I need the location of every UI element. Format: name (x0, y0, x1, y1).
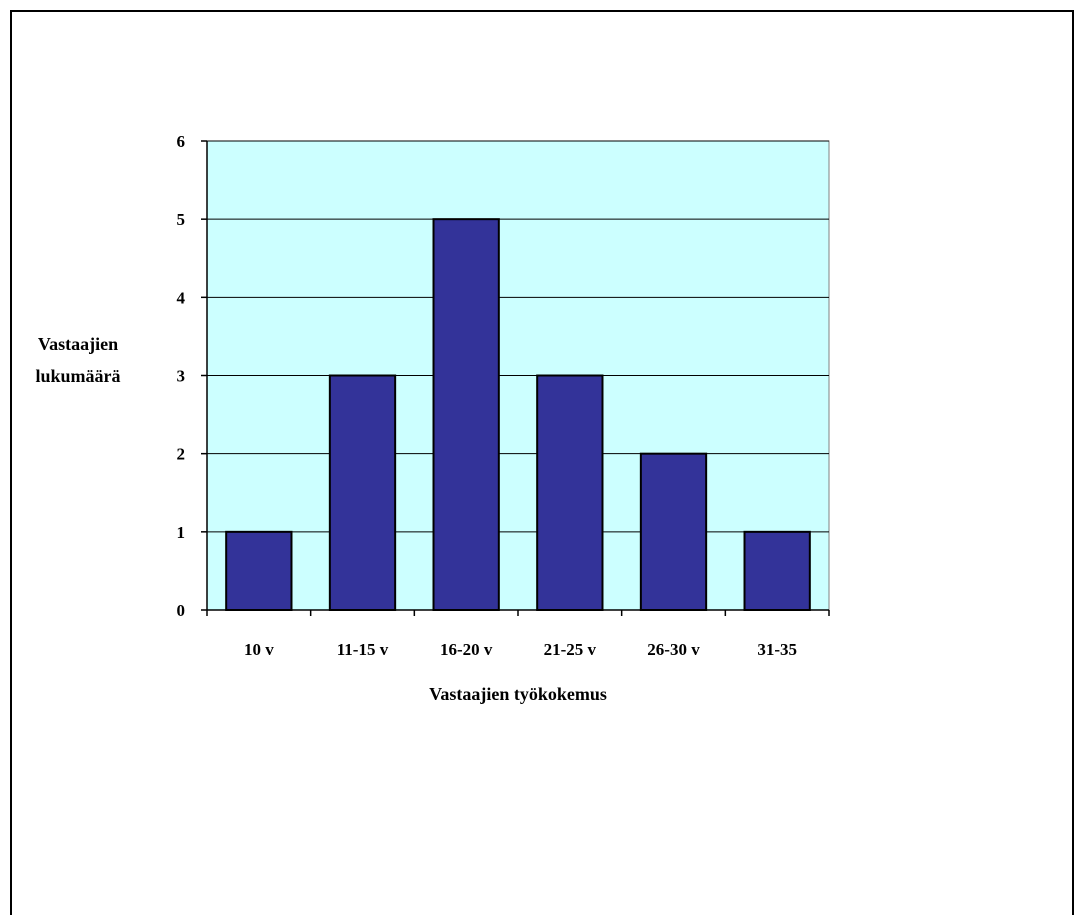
x-tick-label: 16-20 v (440, 640, 493, 659)
gridlines (207, 140, 829, 533)
y-axis-label-line1: Vastaajien (38, 334, 118, 354)
x-tick-label: 21-25 v (544, 640, 597, 659)
bar (536, 374, 604, 611)
y-tick-label: 5 (177, 210, 186, 229)
y-tick-label: 0 (177, 601, 186, 620)
x-tick-label: 26-30 v (647, 640, 700, 659)
axes (201, 140, 830, 616)
y-tick-labels: 0 1 2 3 4 5 6 (177, 132, 186, 620)
x-axis-label: Vastaajien työkokemus (429, 684, 607, 704)
y-tick-label: 6 (177, 132, 186, 151)
bars (225, 218, 811, 612)
y-tick-label: 2 (177, 445, 186, 464)
x-tick-label: 31-35 (757, 640, 797, 659)
y-tick-label: 4 (177, 288, 186, 307)
y-tick-label: 3 (177, 367, 186, 386)
x-tick-label: 10 v (244, 640, 274, 659)
x-tick-label: 11-15 v (337, 640, 389, 659)
x-tick-labels: 10 v 11-15 v 16-20 v 21-25 v 26-30 v 31-35 (244, 640, 797, 659)
bar (432, 218, 500, 612)
y-tick-label: 1 (177, 523, 186, 542)
bar (743, 530, 811, 611)
bar (225, 530, 293, 611)
bar (328, 374, 397, 611)
bar (639, 452, 708, 611)
y-axis-label-line2: lukumäärä (35, 366, 120, 386)
chart-frame (10, 10, 1074, 915)
